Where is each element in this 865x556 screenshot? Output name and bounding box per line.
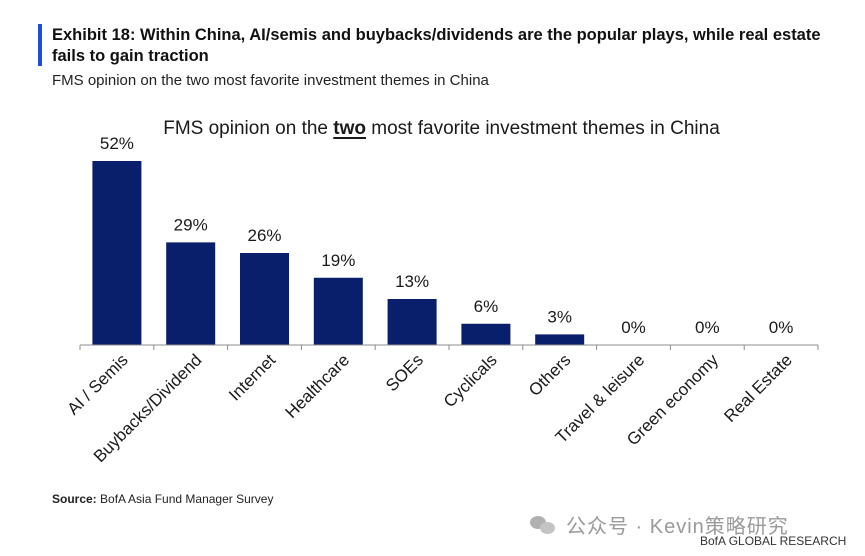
category-label: Others — [525, 350, 575, 400]
watermark: 公众号 · Kevin策略研究 — [530, 510, 789, 539]
category-label: Healthcare — [282, 350, 354, 422]
data-label-group: 52% 29% 26% 19% 13% 6% 3% 0% 0% 0% — [100, 134, 794, 337]
data-label: 0% — [769, 318, 794, 337]
bar — [313, 277, 363, 345]
exhibit-subtitle: FMS opinion on the two most favorite inv… — [52, 72, 489, 89]
bar — [461, 323, 511, 345]
data-label: 19% — [321, 251, 355, 270]
watermark-text: 公众号 · Kevin策略研究 — [566, 516, 789, 538]
bar — [535, 334, 585, 345]
source-text: BofA Asia Fund Manager Survey — [96, 492, 274, 506]
x-axis-ticks — [79, 345, 819, 350]
bar — [240, 253, 289, 345]
data-label: 52% — [100, 134, 134, 153]
exhibit-title: Exhibit 18: Within China, AI/semis and b… — [52, 26, 821, 65]
wechat-icon — [530, 514, 556, 536]
data-label: 13% — [395, 272, 429, 291]
category-label: AI / Semis — [64, 350, 132, 418]
exhibit-accent-bar — [38, 24, 42, 66]
chart-title: FMS opinion on the two most favorite inv… — [0, 118, 865, 140]
source-label: Source: — [52, 492, 97, 506]
data-label: 0% — [695, 318, 720, 337]
data-label: 0% — [621, 318, 646, 337]
category-label: Internet — [225, 350, 279, 404]
category-label: SOEs — [382, 350, 427, 395]
bar — [166, 242, 216, 345]
footer-brand: BofA GLOBAL RESEARCH — [700, 534, 847, 548]
data-label: 3% — [547, 307, 572, 326]
data-label: 26% — [247, 226, 281, 245]
data-label: 6% — [474, 297, 499, 316]
category-label: Real Estate — [720, 350, 796, 426]
bar — [92, 161, 142, 345]
chart-title-emphasis: two — [333, 118, 366, 139]
source-note: Source: BofA Asia Fund Manager Survey — [52, 492, 273, 506]
bar-group — [92, 161, 585, 345]
chart-title-before: FMS opinion on the — [163, 118, 334, 139]
bar — [387, 299, 437, 345]
chart-title-after: most favorite investment themes in China — [366, 118, 720, 139]
category-label: Cyclicals — [440, 350, 501, 411]
data-label: 29% — [174, 215, 208, 234]
